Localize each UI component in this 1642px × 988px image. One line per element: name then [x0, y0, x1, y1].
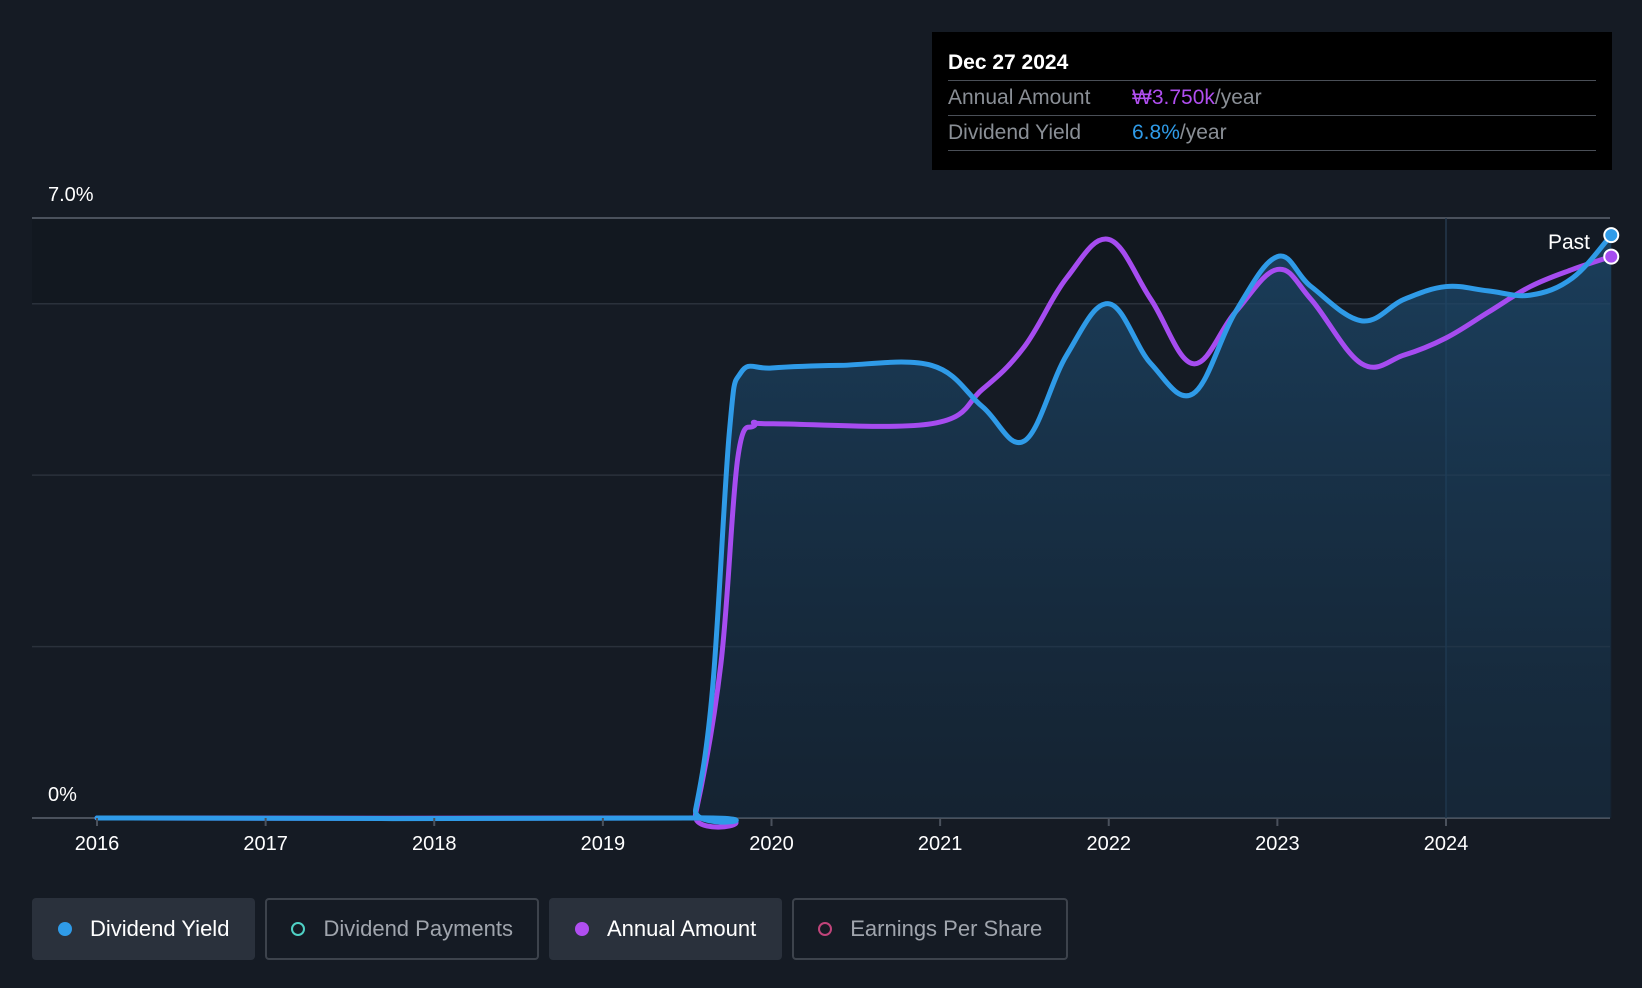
legend-earnings-per-share-button[interactable]: Earnings Per Share	[792, 898, 1069, 960]
dividend-chart: 2016 2017 2018 2019 2020 2021 2022 2023 2024 7.0…	[32, 184, 1620, 855]
x-axis-ticks: 2016 2017 2018 2019 2020 2021 2022 2023 2024	[75, 818, 1469, 855]
x-tick-label-2021: 2021	[918, 833, 963, 855]
x-tick-label-2018: 2018	[412, 833, 457, 855]
chart-top-band	[32, 218, 1610, 304]
tooltip-date: Dec 27 2024	[948, 51, 1069, 74]
legend-dividend-yield-button[interactable]: Dividend Yield	[32, 898, 256, 960]
tooltip-yield-value: 6.8%	[1132, 121, 1180, 144]
x-tick-label-2019: 2019	[581, 833, 626, 855]
tooltip-yield-row: Dividend Yield 6.8% /year	[948, 115, 1596, 151]
tooltip-annual-label: Annual Amount	[948, 86, 1091, 109]
annual-amount-endpoint	[1603, 248, 1620, 265]
annual-amount-dot-icon	[574, 922, 589, 936]
x-tick-label-2017: 2017	[243, 833, 288, 855]
dividend-yield-area	[97, 235, 1612, 823]
x-tick-label-2024: 2024	[1424, 833, 1469, 855]
dividend-yield-endpoint	[1603, 227, 1620, 244]
legend-annual-amount-button[interactable]: Annual Amount	[548, 898, 783, 960]
chart-legend: Dividend Yield Dividend Payments Annual …	[32, 898, 1069, 960]
tooltip-yield-label: Dividend Yield	[948, 121, 1082, 144]
tooltip-annual-unit: /year	[1214, 86, 1262, 109]
y-tick-bottom: 0%	[48, 784, 77, 806]
x-tick-label-2023: 2023	[1255, 833, 1300, 855]
earnings-per-share-ring-icon	[818, 922, 833, 936]
tooltip-annual-row: Annual Amount ₩3.750k /year	[948, 80, 1596, 115]
legend-dividend-payments-button[interactable]: Dividend Payments	[265, 898, 539, 960]
past-label: Past	[1548, 231, 1590, 254]
legend-dividend-payments-label: Dividend Payments	[323, 916, 513, 941]
y-tick-top: 7.0%	[48, 184, 94, 206]
tooltip-annual-value: ₩3.750k	[1132, 86, 1215, 109]
dividend-yield-line	[94, 232, 1614, 825]
legend-dividend-yield-label: Dividend Yield	[90, 916, 230, 941]
x-tick-label-2022: 2022	[1087, 833, 1132, 855]
x-tick-label-2020: 2020	[749, 833, 794, 855]
legend-earnings-per-share-label: Earnings Per Share	[850, 916, 1043, 941]
dividend-yield-dot-icon	[58, 922, 72, 936]
x-tick-label-2016: 2016	[75, 833, 120, 855]
tooltip-yield-unit: /year	[1179, 121, 1227, 144]
hover-tooltip: Dec 27 2024 Annual Amount ₩3.750k /year …	[932, 32, 1612, 170]
dividend-payments-ring-icon	[291, 922, 306, 936]
legend-annual-amount-label: Annual Amount	[606, 916, 757, 941]
